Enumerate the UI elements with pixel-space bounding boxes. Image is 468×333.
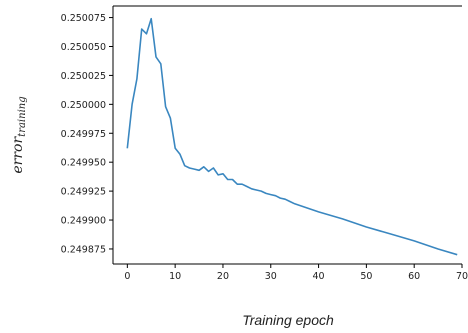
x-tick-label: 20 <box>217 271 229 282</box>
y-tick-label: 0.250025 <box>61 71 106 82</box>
y-tick-label: 0.249900 <box>61 216 106 227</box>
y-tick-label: 0.250050 <box>61 42 106 53</box>
x-ticks: 0 10 20 30 40 50 60 70 <box>124 264 468 282</box>
y-axis-label: errortraining <box>10 96 28 173</box>
y-tick-label: 0.249875 <box>61 244 106 255</box>
training-error-line <box>126 17 458 256</box>
x-tick-label: 50 <box>360 271 372 282</box>
y-tick-label: 0.250000 <box>61 100 106 111</box>
x-axis-label: Training epoch <box>242 312 334 328</box>
x-tick-label: 30 <box>265 271 277 282</box>
x-tick-label: 70 <box>456 271 468 282</box>
y-tick-label: 0.250075 <box>61 13 106 24</box>
y-tick-label: 0.249950 <box>61 158 106 169</box>
x-tick-label: 40 <box>313 271 325 282</box>
y-axis-label-subscript: training <box>17 96 28 136</box>
x-tick-label: 0 <box>124 271 130 282</box>
y-tick-label: 0.249975 <box>61 129 106 140</box>
y-ticks: 0.249875 0.249900 0.249925 0.249950 0.249975… <box>61 13 113 255</box>
plot-axes <box>112 5 462 265</box>
x-tick-label: 10 <box>169 271 181 282</box>
x-tick-label: 60 <box>408 271 420 282</box>
y-axis-label-main: error <box>10 136 26 174</box>
y-tick-label: 0.249925 <box>61 187 106 198</box>
